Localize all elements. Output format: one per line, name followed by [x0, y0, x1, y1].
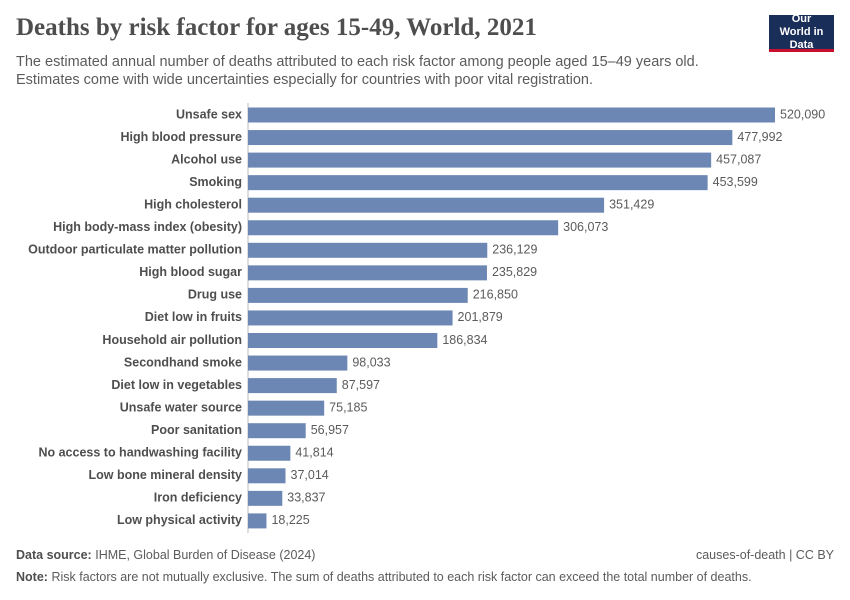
- category-label: Low bone mineral density: [89, 468, 243, 482]
- bar: [248, 197, 605, 213]
- note-text: Risk factors are not mutually exclusive.…: [51, 570, 752, 584]
- category-label: Smoking: [189, 175, 242, 189]
- bar: [248, 220, 559, 236]
- category-label: Unsafe sex: [176, 107, 242, 121]
- value-label: 351,429: [609, 197, 654, 211]
- value-label: 75,185: [329, 400, 367, 414]
- category-label: Outdoor particulate matter pollution: [28, 243, 242, 257]
- value-label: 33,837: [287, 491, 325, 505]
- value-label: 457,087: [716, 152, 761, 166]
- bar: [248, 265, 487, 281]
- category-label: High cholesterol: [144, 197, 242, 211]
- source: Data source: IHME, Global Burden of Dise…: [16, 548, 315, 562]
- value-label: 236,129: [492, 243, 537, 257]
- bar: [248, 107, 775, 123]
- chart-subtitle: The estimated annual number of deaths at…: [16, 54, 699, 88]
- category-label: Household air pollution: [102, 333, 242, 347]
- bar: [248, 378, 337, 394]
- chart-title: Deaths by risk factor for ages 15-49, Wo…: [16, 14, 537, 41]
- bar: [248, 130, 733, 146]
- logo[interactable]: Our World in Data: [769, 13, 834, 52]
- category-label: Drug use: [188, 288, 242, 302]
- value-label: 201,879: [458, 310, 503, 324]
- category-label: Poor sanitation: [151, 423, 242, 437]
- value-label: 98,033: [352, 355, 390, 369]
- bar: [248, 490, 283, 506]
- bar: [248, 175, 708, 191]
- bar: [248, 287, 468, 303]
- bar: [248, 445, 291, 461]
- value-label: 87,597: [342, 378, 380, 392]
- value-label: 37,014: [291, 468, 329, 482]
- bar: [248, 310, 453, 326]
- value-label: 216,850: [473, 288, 518, 302]
- category-label: Secondhand smoke: [124, 355, 242, 369]
- category-label: Iron deficiency: [154, 491, 242, 505]
- bar: [248, 152, 712, 168]
- value-label: 18,225: [271, 513, 309, 527]
- value-label: 186,834: [442, 333, 487, 347]
- bar: [248, 242, 488, 258]
- bar: [248, 513, 267, 529]
- note-label: Note:: [16, 570, 48, 584]
- source-text: IHME, Global Burden of Disease (2024): [95, 548, 316, 562]
- bar: [248, 468, 286, 484]
- bar: [248, 333, 438, 348]
- category-label: High blood sugar: [139, 265, 242, 279]
- category-label: Diet low in fruits: [145, 310, 242, 324]
- category-label: Diet low in vegetables: [111, 378, 242, 392]
- category-label: No access to handwashing facility: [38, 446, 242, 460]
- value-label: 306,073: [563, 220, 608, 234]
- value-label: 235,829: [492, 265, 537, 279]
- category-label: High blood pressure: [120, 130, 242, 144]
- category-label: High body-mass index (obesity): [53, 220, 242, 234]
- value-label: 520,090: [780, 107, 825, 121]
- category-label: Alcohol use: [171, 152, 242, 166]
- bar: [248, 423, 306, 439]
- bar: [248, 400, 325, 416]
- value-label: 477,992: [737, 130, 782, 144]
- value-label: 41,814: [295, 446, 333, 460]
- value-label: 56,957: [311, 423, 349, 437]
- category-label: Unsafe water source: [120, 400, 242, 414]
- source-label: Data source:: [16, 548, 92, 562]
- bar: [248, 355, 348, 371]
- license[interactable]: causes-of-death | CC BY: [695, 548, 834, 562]
- note: Note: Risk factors are not mutually excl…: [16, 570, 752, 584]
- value-label: 453,599: [713, 175, 758, 189]
- category-label: Low physical activity: [117, 513, 242, 527]
